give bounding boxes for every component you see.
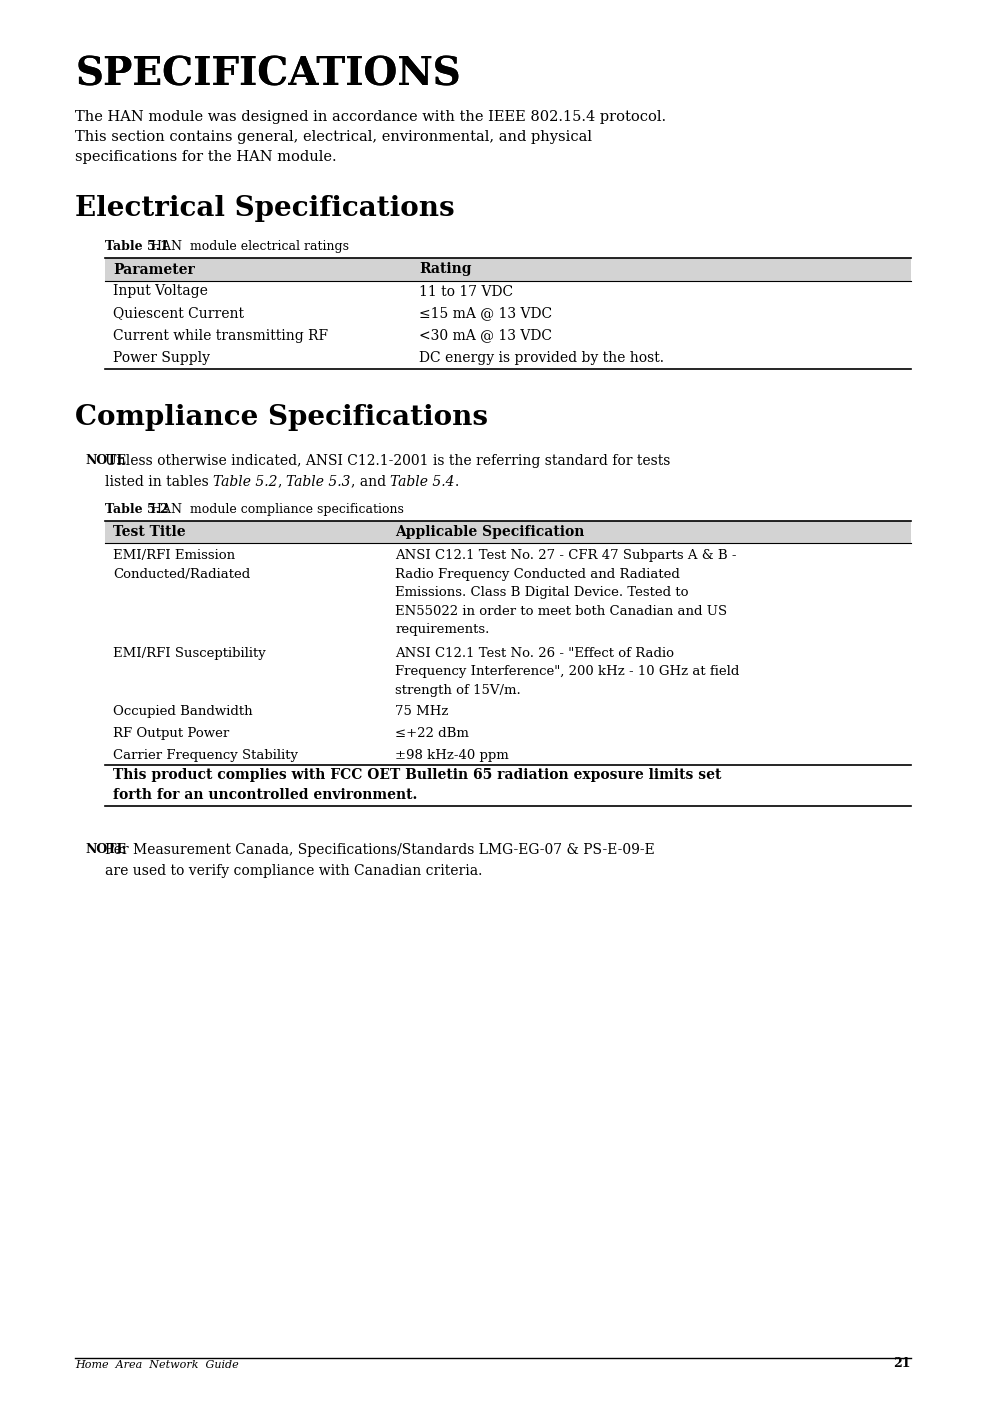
Text: ANSI C12.1 Test No. 26 - "Effect of Radio: ANSI C12.1 Test No. 26 - "Effect of Radi…: [395, 647, 674, 659]
Text: .: .: [455, 474, 459, 488]
Text: DC energy is provided by the host.: DC energy is provided by the host.: [419, 351, 665, 365]
Text: Unless otherwise indicated, ANSI C12.1-2001 is the referring standard for tests: Unless otherwise indicated, ANSI C12.1-2…: [105, 453, 670, 467]
Text: Power Supply: Power Supply: [113, 351, 210, 365]
Text: HAN  module compliance specifications: HAN module compliance specifications: [147, 502, 404, 515]
Text: The HAN module was designed in accordance with the IEEE 802.15.4 protocol.: The HAN module was designed in accordanc…: [75, 110, 667, 125]
Bar: [105, 722, 911, 743]
Text: Parameter: Parameter: [113, 263, 195, 276]
Text: Table 5.2: Table 5.2: [213, 474, 278, 488]
Text: ≤+22 dBm: ≤+22 dBm: [395, 727, 469, 740]
Text: ±98 kHz-40 ppm: ±98 kHz-40 ppm: [395, 749, 509, 763]
Text: Home  Area  Network  Guide: Home Area Network Guide: [75, 1360, 239, 1370]
Bar: [105, 699, 911, 722]
Text: 75 MHz: 75 MHz: [395, 705, 449, 717]
Bar: [105, 259, 911, 280]
Text: This product complies with FCC OET Bulletin 65 radiation exposure limits set: This product complies with FCC OET Bulle…: [113, 768, 722, 782]
Text: 21: 21: [893, 1357, 911, 1370]
Text: Rating: Rating: [419, 263, 471, 276]
Text: HAN  module electrical ratings: HAN module electrical ratings: [147, 241, 349, 253]
Text: Radio Frequency Conducted and Radiated: Radio Frequency Conducted and Radiated: [395, 567, 680, 580]
Text: Carrier Frequency Stability: Carrier Frequency Stability: [113, 749, 298, 763]
Text: EMI/RFI Susceptibility: EMI/RFI Susceptibility: [113, 647, 266, 659]
Text: EN55022 in order to meet both Canadian and US: EN55022 in order to meet both Canadian a…: [395, 604, 728, 617]
Text: ≤15 mA @ 13 VDC: ≤15 mA @ 13 VDC: [419, 307, 552, 321]
Text: strength of 15V/m.: strength of 15V/m.: [395, 683, 521, 696]
Text: Test Title: Test Title: [113, 525, 185, 539]
Text: Quiescent Current: Quiescent Current: [113, 307, 244, 321]
Text: This section contains general, electrical, environmental, and physical: This section contains general, electrica…: [75, 130, 592, 144]
Text: Input Voltage: Input Voltage: [113, 284, 208, 299]
Text: Emissions. Class B Digital Device. Tested to: Emissions. Class B Digital Device. Teste…: [395, 586, 688, 599]
Text: forth for an uncontrolled environment.: forth for an uncontrolled environment.: [113, 788, 417, 802]
Text: Current while transmitting RF: Current while transmitting RF: [113, 328, 328, 342]
Text: RF Output Power: RF Output Power: [113, 727, 230, 740]
Text: Table 5.4: Table 5.4: [390, 474, 455, 488]
Text: NOTE: NOTE: [85, 843, 126, 856]
Bar: [105, 347, 911, 368]
Text: ANSI C12.1 Test No. 27 - CFR 47 Subparts A & B -: ANSI C12.1 Test No. 27 - CFR 47 Subparts…: [395, 549, 737, 562]
Bar: [105, 280, 911, 303]
Text: Compliance Specifications: Compliance Specifications: [75, 403, 488, 430]
Text: SPECIFICATIONS: SPECIFICATIONS: [75, 55, 460, 93]
Text: Electrical Specifications: Electrical Specifications: [75, 195, 455, 222]
Bar: [105, 743, 911, 766]
Bar: [105, 324, 911, 347]
Text: listed in tables: listed in tables: [105, 474, 213, 488]
Text: Table 5.2: Table 5.2: [105, 502, 169, 515]
Text: SPECIFICATIONS: SPECIFICATIONS: [75, 55, 460, 93]
Text: Per Measurement Canada, Specifications/Standards LMG-EG-07 & PS-E-09-E: Per Measurement Canada, Specifications/S…: [105, 843, 655, 857]
Text: NOTE: NOTE: [85, 453, 126, 467]
Text: Applicable Specification: Applicable Specification: [395, 525, 585, 539]
Text: Table 5.3: Table 5.3: [286, 474, 351, 488]
Text: , and: , and: [351, 474, 390, 488]
Text: Occupied Bandwidth: Occupied Bandwidth: [113, 705, 252, 717]
Bar: [105, 543, 911, 641]
Bar: [105, 641, 911, 699]
Text: are used to verify compliance with Canadian criteria.: are used to verify compliance with Canad…: [105, 865, 482, 877]
Text: Frequency Interference", 200 kHz - 10 GHz at field: Frequency Interference", 200 kHz - 10 GH…: [395, 665, 740, 678]
Text: requirements.: requirements.: [395, 623, 489, 635]
Text: EMI/RFI Emission: EMI/RFI Emission: [113, 549, 235, 562]
Text: Table 5.1: Table 5.1: [105, 241, 169, 253]
Bar: [105, 303, 911, 324]
Bar: [105, 521, 911, 543]
Text: <30 mA @ 13 VDC: <30 mA @ 13 VDC: [419, 328, 552, 342]
Text: ,: ,: [278, 474, 286, 488]
Text: Conducted/Radiated: Conducted/Radiated: [113, 567, 250, 580]
Text: specifications for the HAN module.: specifications for the HAN module.: [75, 150, 336, 164]
Text: 11 to 17 VDC: 11 to 17 VDC: [419, 284, 514, 299]
